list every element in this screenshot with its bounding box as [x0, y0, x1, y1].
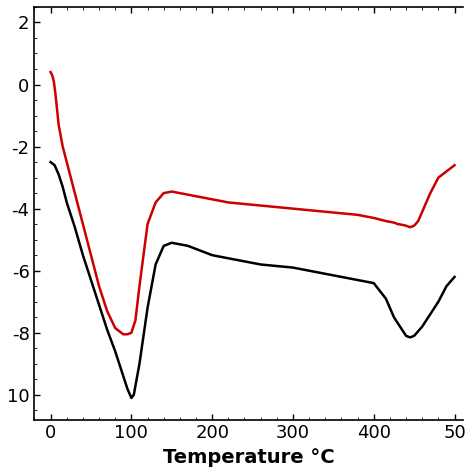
X-axis label: Temperature °C: Temperature °C: [163, 448, 334, 467]
